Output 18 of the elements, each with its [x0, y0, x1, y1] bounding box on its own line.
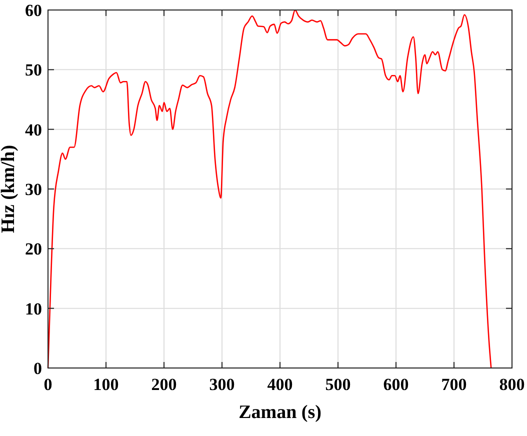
- x-tick-label: 500: [325, 375, 351, 394]
- y-tick-label: 10: [25, 299, 42, 318]
- x-axis-title: Zaman (s): [238, 402, 322, 423]
- y-axis-title: Hız (km/h): [0, 144, 19, 234]
- y-tick-label: 0: [34, 359, 42, 378]
- line-series: [47, 9, 492, 369]
- x-tick-label: 100: [93, 375, 119, 394]
- x-tick-label: 800: [499, 375, 525, 394]
- y-tick-label: 40: [25, 120, 42, 140]
- x-tick-label: 600: [383, 375, 409, 394]
- x-tick-label: 300: [209, 375, 235, 394]
- y-tick-label: 50: [25, 60, 42, 80]
- y-tick-label: 60: [25, 1, 42, 20]
- y-tick-label: 30: [25, 180, 42, 199]
- y-tick-label: 20: [25, 240, 42, 259]
- x-tick-label: 700: [441, 375, 467, 394]
- x-tick-label: 200: [151, 375, 177, 394]
- x-tick-label: 400: [267, 375, 293, 394]
